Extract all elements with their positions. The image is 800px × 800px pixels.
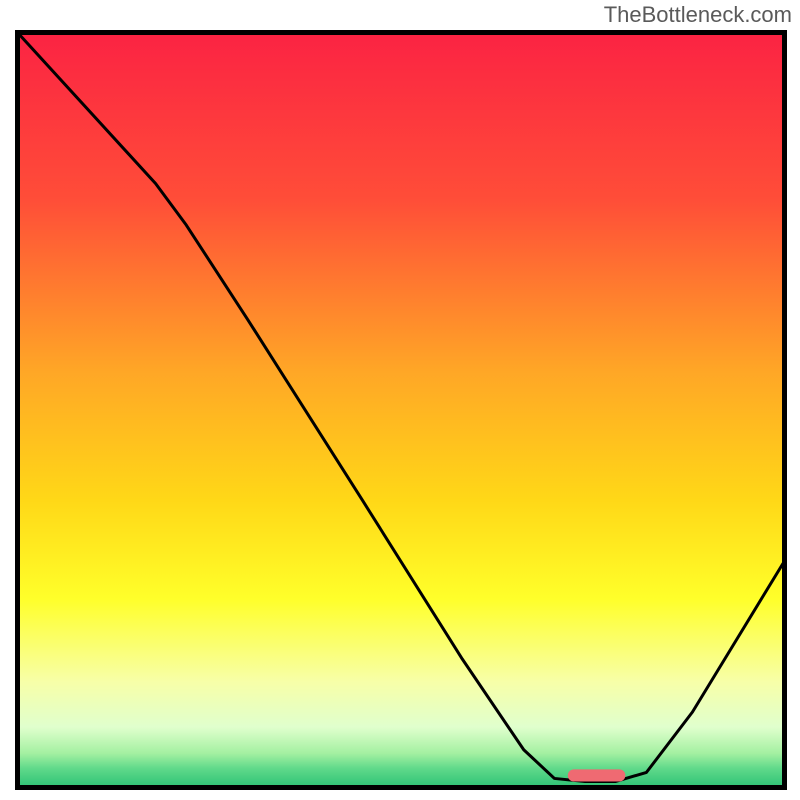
optimal-marker: [568, 769, 626, 781]
watermark-text: TheBottleneck.com: [604, 2, 792, 28]
bottleneck-chart: [15, 30, 787, 790]
chart-container: [15, 30, 787, 790]
chart-gradient-background: [18, 33, 785, 788]
